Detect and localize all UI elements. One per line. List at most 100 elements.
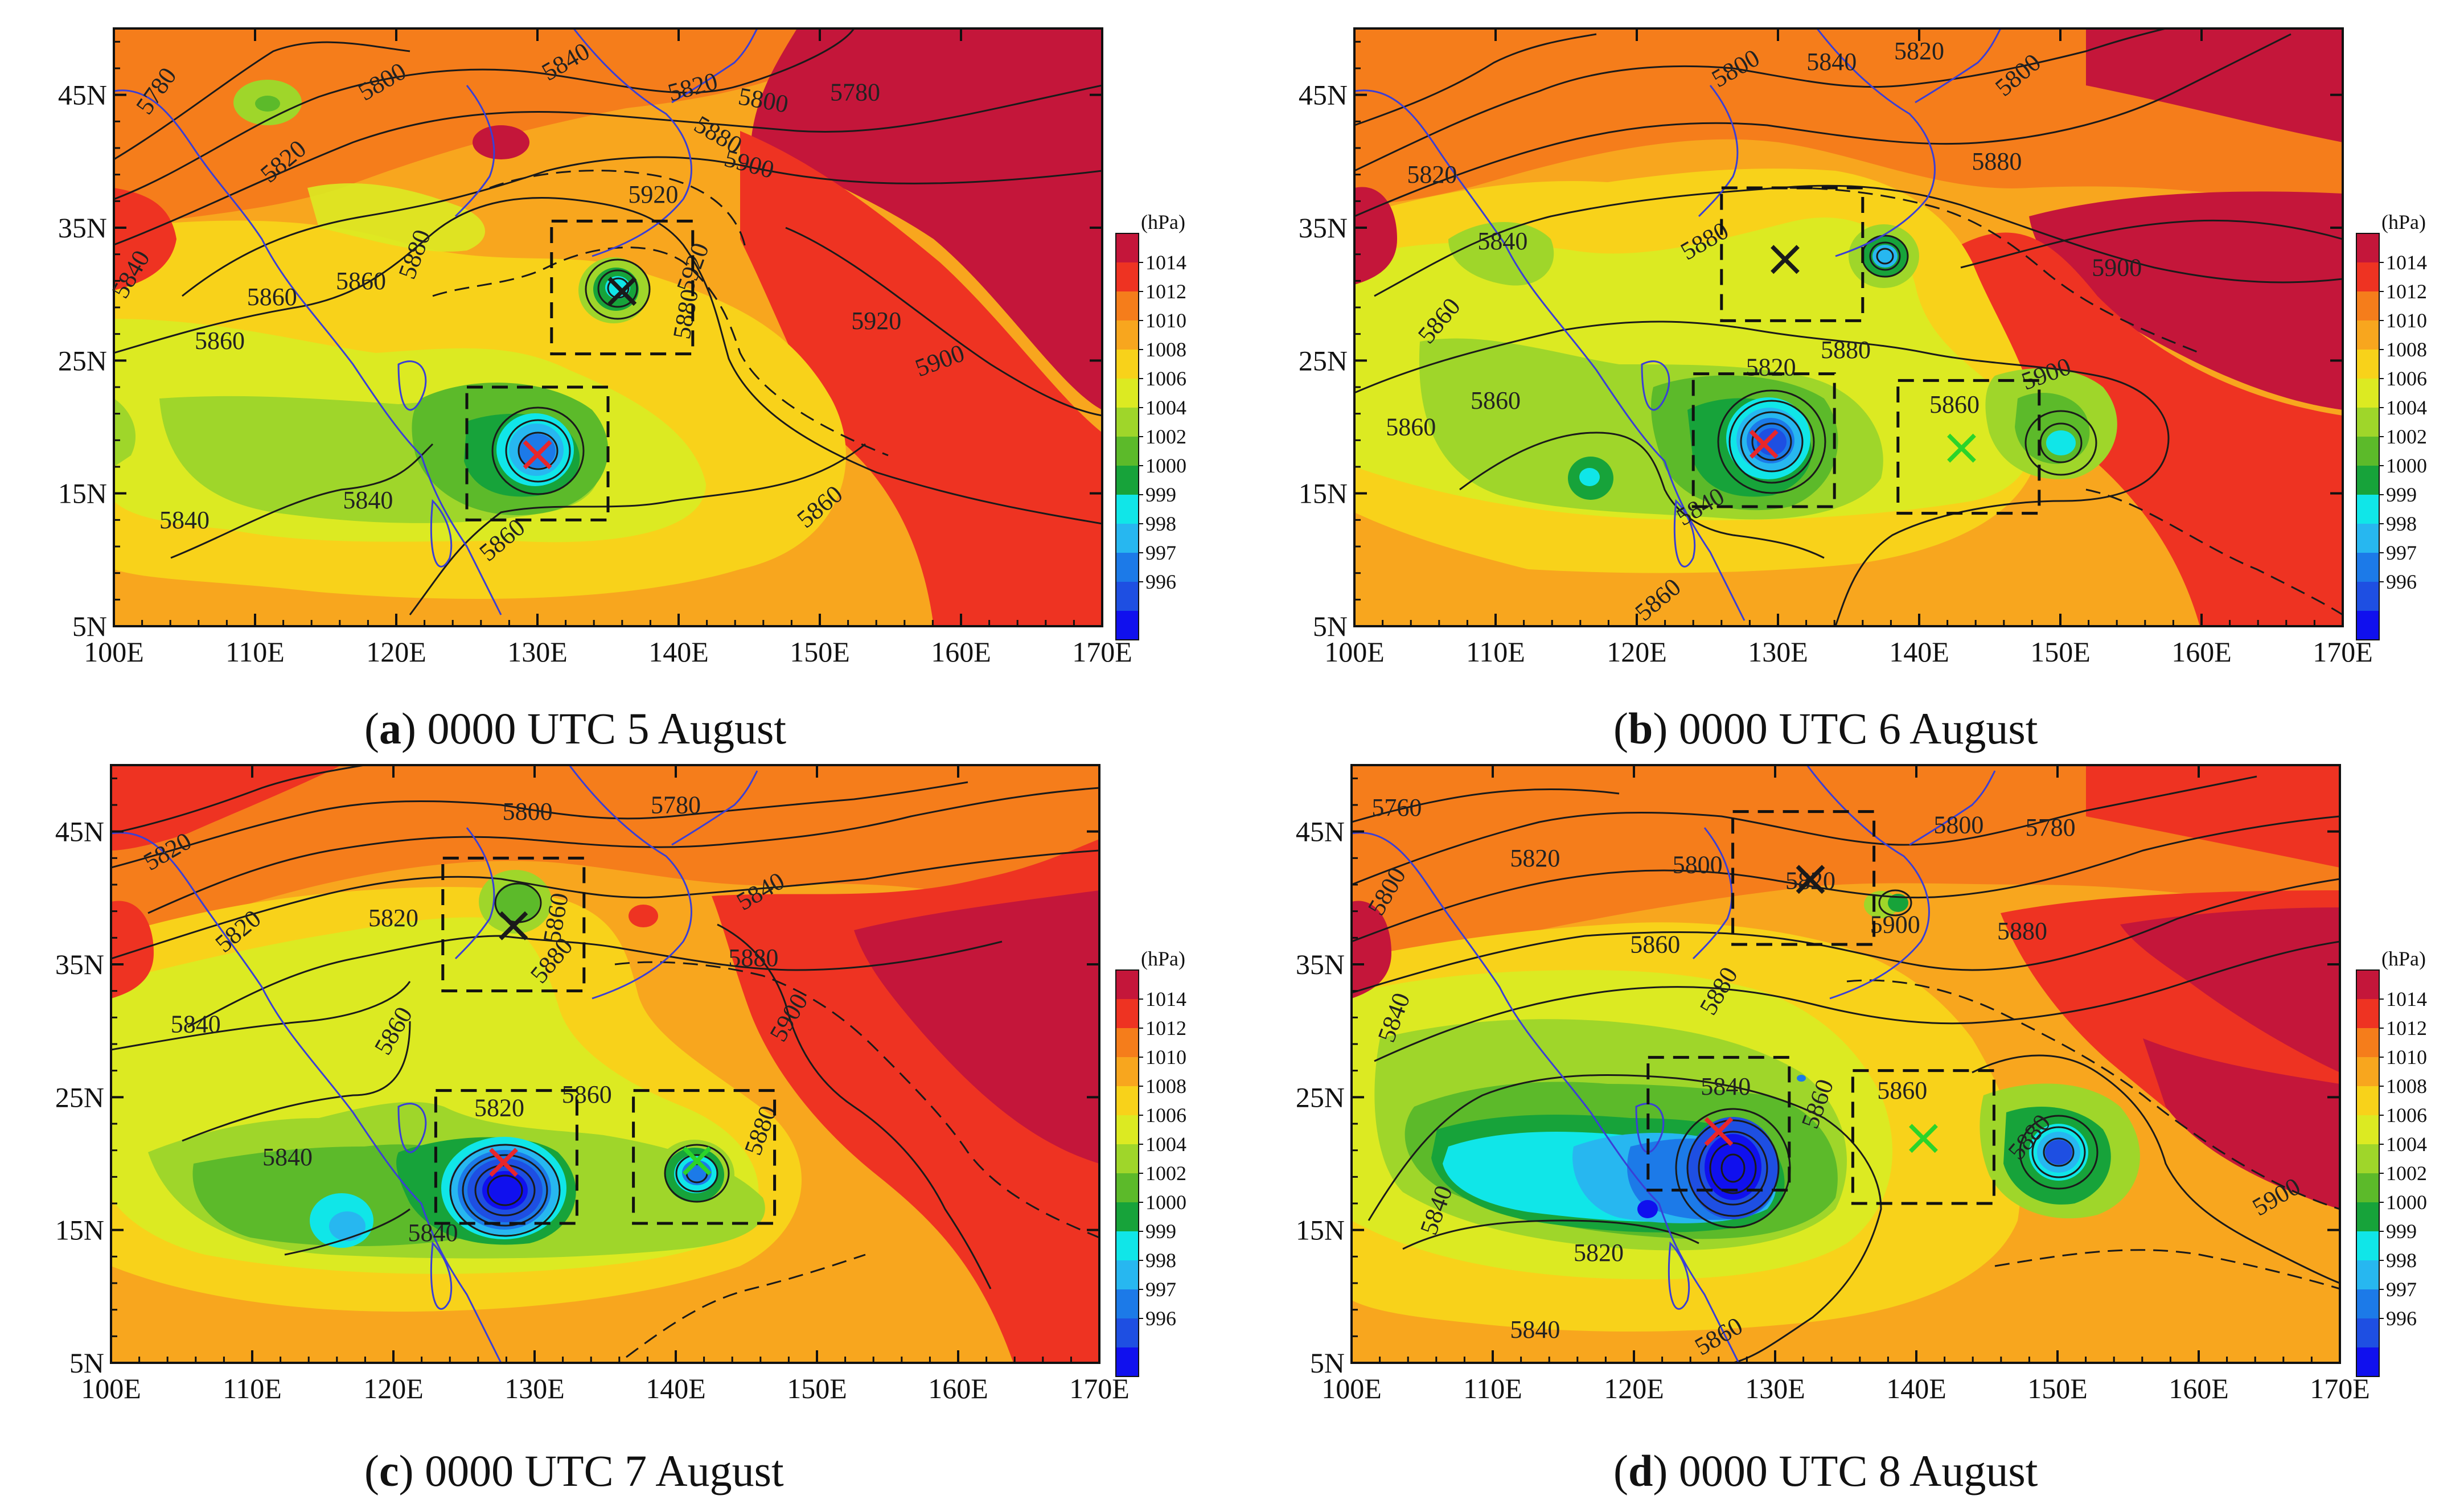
x-tick-label: 170E: [2313, 636, 2373, 668]
x-tick-label: 100E: [1324, 636, 1385, 668]
contour-label: 5780: [830, 79, 880, 106]
colorbar-swatch: [1116, 524, 1139, 553]
x-tick-label: 160E: [931, 636, 991, 668]
x-tick-label: 150E: [787, 1373, 847, 1404]
colorbar-swatch: [1116, 495, 1139, 524]
colorbar-level: 1006: [2386, 1104, 2427, 1127]
center-marker-green: ×: [1940, 417, 1983, 477]
contour-label: 5840: [159, 506, 210, 534]
contour-label: 5860: [562, 1080, 612, 1108]
contour-label: 5840: [343, 486, 393, 514]
pressure-field: [1354, 28, 2343, 626]
x-tick-label: 160E: [2169, 1373, 2229, 1404]
tracking-box: [550, 219, 695, 356]
colorbar-swatch: [1116, 611, 1139, 640]
contour-label: 5820: [1746, 354, 1796, 381]
contour-label: 5840: [1701, 1073, 1751, 1100]
colorbar-swatch: [2356, 524, 2379, 553]
colorbar-swatch: [1116, 1260, 1139, 1289]
tracking-box: [434, 1089, 578, 1225]
contour-label: 5880: [1972, 147, 2022, 175]
colorbar-level: 1012: [1145, 1017, 1186, 1039]
center-markers: ××: [516, 260, 643, 483]
colorbar-swatch: [1116, 1202, 1139, 1231]
contour-label: 5920: [851, 307, 901, 335]
colorbar-swatch: [1116, 1289, 1139, 1318]
center-markers: × × ×: [482, 895, 718, 1191]
colorbar-level: 1014: [2386, 988, 2427, 1010]
x-tick-label: 120E: [1607, 636, 1667, 668]
colorbar-swatch: [2356, 1028, 2379, 1057]
map-panel-a: 100E 110E 120E 130E 140E 150E 160E 170E 45N 35N 25…: [58, 27, 1186, 668]
colorbar-swatch: [2356, 437, 2379, 466]
colorbar-swatch: [2356, 1086, 2379, 1115]
colorbar-unit: (hPa): [2381, 211, 2426, 233]
colorbar-level: 998: [1145, 1249, 1176, 1272]
x-tick-label: 150E: [790, 636, 850, 668]
y-tick-label: 25N: [55, 1081, 104, 1113]
pressure-colorbar: (hPa) 1014 1012 1010 1008 1006 1004 1002 1000 999…: [2356, 947, 2427, 1377]
pressure-colorbar: (hPa) 1014 1012 1010 1008 1006 1004 1002 1000 999…: [1115, 211, 1186, 640]
colorbar-level: 997: [1145, 541, 1176, 564]
y-tick-label: 5N: [1313, 610, 1348, 642]
contour-label: 5820: [474, 1094, 524, 1122]
colorbar-swatch: [1116, 1144, 1139, 1173]
map-frame: [1353, 27, 2344, 627]
x-tick-label: 140E: [646, 1373, 706, 1404]
tracking-box: [1731, 810, 1876, 946]
colorbar-swatch: [2356, 1231, 2379, 1260]
pressure-colorbar: (hPa) 1014 1012 1010 1008 1006 1004 1002 1000 999…: [2356, 211, 2427, 640]
center-marker-black: ×: [601, 260, 643, 320]
x-tick-label: 100E: [1321, 1373, 1382, 1404]
x-tick-label: 120E: [1604, 1373, 1664, 1404]
contour-label: 5760: [1371, 794, 1422, 821]
map-frame: [110, 764, 1100, 1364]
tracking-box: [441, 856, 586, 993]
center-marker-black: ×: [492, 895, 535, 955]
x-tick-label: 170E: [2310, 1373, 2370, 1404]
colorbar-level: 998: [1145, 512, 1176, 535]
contour-label: 5860: [1630, 931, 1680, 959]
colorbar-level: 1008: [1145, 1075, 1186, 1098]
colorbar-swatch: [1116, 408, 1139, 437]
colorbar-swatch: [1116, 437, 1139, 466]
colorbar-swatch: [2356, 553, 2379, 582]
contour-label: 5820: [1510, 844, 1560, 872]
panel-caption: (b) 0000 UTC 6 August: [1613, 704, 2038, 753]
colorbar-level: 999: [2386, 1220, 2417, 1243]
colorbar-level: 1006: [1145, 367, 1186, 390]
y-tick-label: 45N: [1299, 79, 1348, 111]
pressure-colorbar: (hPa) 1014 1012 1010 1008 1006 1004 1002 1000 999…: [1115, 947, 1186, 1377]
axis-ticks: 100E 110E 120E 130E 140E 150E 160E 170E 45N 35N 25…: [55, 765, 1130, 1404]
colorbar-level: 1010: [2386, 309, 2427, 332]
colorbar-level: 1012: [2386, 1017, 2427, 1039]
colorbar-level: 1008: [2386, 338, 2427, 361]
tracking-boxes: [465, 219, 695, 521]
y-tick-label: 25N: [1299, 344, 1348, 376]
colorbar-level: 999: [1145, 483, 1176, 506]
pressure-field: [111, 765, 1099, 1363]
colorbar-swatch: [1116, 1057, 1139, 1086]
y-tick-label: 35N: [1296, 948, 1345, 980]
colorbar-swatch: [1116, 970, 1139, 999]
colorbar-swatch: [1116, 466, 1139, 495]
contour-label: 5820: [1785, 867, 1835, 895]
y-tick-label: 45N: [55, 816, 104, 848]
contour-label: 5860: [1386, 413, 1436, 441]
y-tick-label: 15N: [55, 1214, 104, 1246]
y-tick-label: 25N: [1296, 1081, 1345, 1113]
colorbar-level: 1000: [2386, 1191, 2427, 1214]
colorbar-level: 1014: [1145, 251, 1186, 274]
axis-ticks: 100E 110E 120E 130E 140E 150E 160E 170E 45N 35N 25…: [1296, 765, 2370, 1404]
center-marker-red: ×: [1742, 413, 1785, 473]
colorbar-unit: (hPa): [1141, 211, 1185, 233]
center-marker-red: ×: [482, 1131, 525, 1191]
x-tick-label: 160E: [2171, 636, 2232, 668]
colorbar-swatch: [1116, 582, 1139, 611]
colorbar-level: 1008: [1145, 338, 1186, 361]
x-tick-label: 120E: [363, 1373, 424, 1404]
colorbar-level: 1004: [1145, 396, 1186, 419]
colorbar-level: 996: [2386, 570, 2417, 593]
colorbar-level: 997: [1145, 1278, 1176, 1301]
contour-label: 5880: [1821, 336, 1871, 364]
